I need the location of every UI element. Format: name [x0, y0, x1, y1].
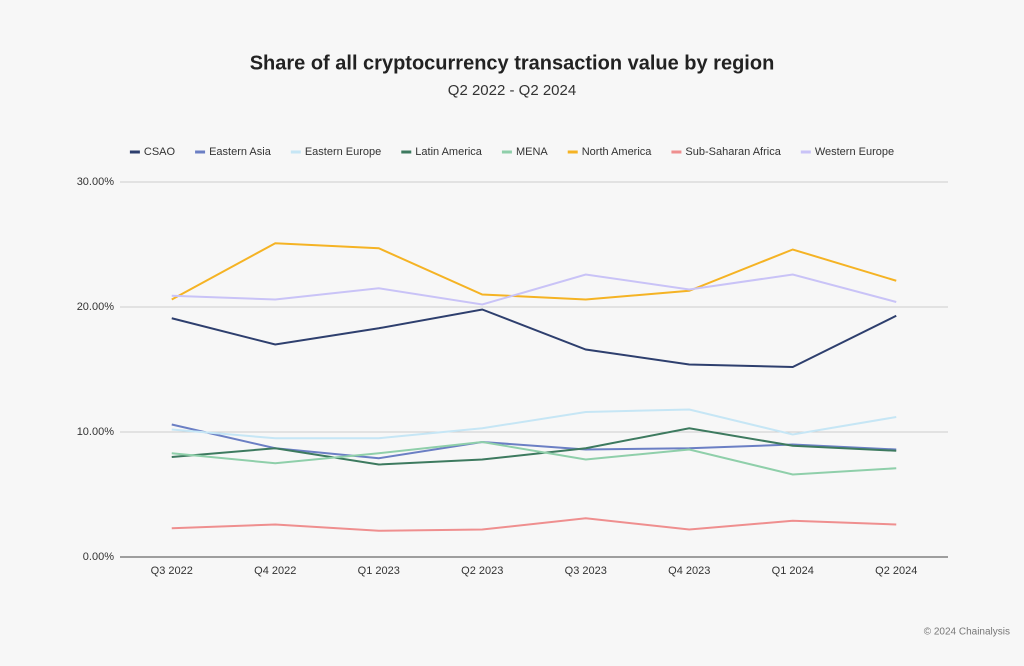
legend-label: Eastern Asia: [209, 146, 272, 158]
y-tick-label: 10.00%: [77, 426, 115, 438]
series-line: [171, 273, 897, 306]
y-tick-label: 0.00%: [83, 551, 114, 563]
chart-title: Share of all cryptocurrency transaction …: [250, 52, 775, 74]
x-tick-label: Q4 2022: [254, 565, 296, 577]
x-tick-label: Q2 2024: [875, 565, 917, 577]
legend-label: Eastern Europe: [305, 146, 381, 158]
series-line: [171, 308, 897, 369]
series-line: [171, 408, 897, 440]
chart-subtitle: Q2 2022 - Q2 2024: [448, 82, 576, 99]
x-tick-label: Q1 2023: [358, 565, 400, 577]
y-tick-label: 20.00%: [77, 301, 115, 313]
legend-label: Sub-Saharan Africa: [685, 146, 781, 158]
legend-label: Latin America: [415, 146, 483, 158]
x-tick-label: Q1 2024: [772, 565, 814, 577]
series-line: [171, 242, 897, 301]
series-line: [171, 517, 897, 532]
x-tick-label: Q4 2023: [668, 565, 710, 577]
x-tick-label: Q3 2023: [565, 565, 607, 577]
legend-label: CSAO: [144, 146, 176, 158]
credit: © 2024 Chainalysis: [924, 627, 1010, 638]
series-line: [171, 440, 897, 476]
series-line: [171, 427, 897, 466]
legend-label: Western Europe: [815, 146, 894, 158]
x-tick-label: Q2 2023: [461, 565, 503, 577]
legend-label: MENA: [516, 146, 548, 158]
y-tick-label: 30.00%: [77, 176, 115, 188]
legend-label: North America: [582, 146, 653, 158]
x-tick-label: Q3 2022: [151, 565, 193, 577]
series-line: [171, 423, 897, 460]
